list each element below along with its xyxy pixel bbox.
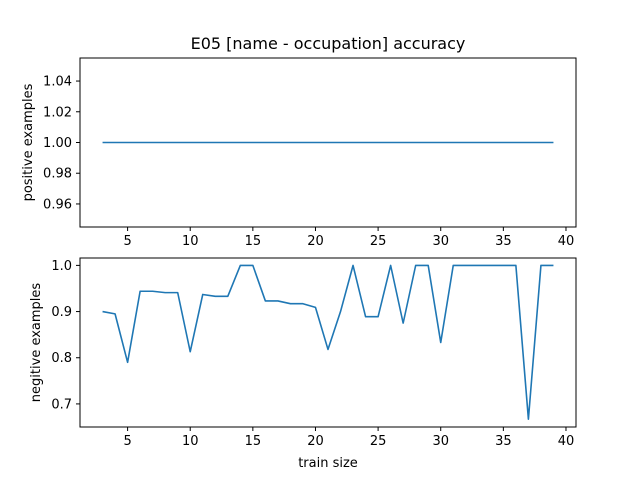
bottom-y-tick-label: 1.0 bbox=[51, 259, 72, 274]
top-y-ticks: 0.96 0.98 1.00 1.02 1.04 bbox=[43, 75, 80, 212]
bottom-x-tick-label: 15 bbox=[245, 434, 262, 449]
bottom-y-axis-label: negitive examples bbox=[29, 283, 44, 403]
top-y-tick-label: 1.00 bbox=[43, 136, 72, 151]
bottom-x-tick-label: 35 bbox=[495, 434, 512, 449]
top-x-tick-label: 35 bbox=[495, 234, 512, 249]
top-x-ticks: 5 10 15 20 25 30 35 40 bbox=[123, 227, 574, 249]
top-x-tick-label: 15 bbox=[245, 234, 262, 249]
bottom-y-tick-label: 0.9 bbox=[51, 305, 72, 320]
top-x-tick-label: 25 bbox=[370, 234, 387, 249]
bottom-x-tick-label: 30 bbox=[432, 434, 449, 449]
top-y-axis-label: positive examples bbox=[21, 83, 36, 201]
top-x-tick-label: 20 bbox=[307, 234, 324, 249]
bottom-x-tick-label: 25 bbox=[370, 434, 387, 449]
top-y-tick-label: 1.02 bbox=[43, 105, 72, 120]
top-x-tick-label: 10 bbox=[182, 234, 199, 249]
bottom-x-tick-label: 10 bbox=[182, 434, 199, 449]
bottom-line-layer bbox=[102, 264, 554, 420]
bottom-axes-frame bbox=[79, 257, 577, 428]
top-y-tick-label: 0.96 bbox=[43, 197, 72, 212]
bottom-series-line-0 bbox=[102, 264, 554, 420]
bottom-x-axis-label: train size bbox=[298, 456, 358, 471]
top-x-tick-label: 40 bbox=[558, 234, 575, 249]
bottom-x-ticks: 5 10 15 20 25 30 35 40 bbox=[123, 427, 574, 449]
top-subplot: 5 10 15 20 25 30 35 40 0.96 0.98 1.00 1.02 1.04 pos… bbox=[21, 57, 577, 249]
top-y-tick-label: 1.04 bbox=[43, 75, 72, 90]
top-y-tick-label: 0.98 bbox=[43, 167, 72, 182]
bottom-x-tick-label: 40 bbox=[558, 434, 575, 449]
bottom-x-tick-label: 5 bbox=[123, 434, 131, 449]
chart-title: E05 [name - occupation] accuracy bbox=[191, 34, 466, 53]
top-x-tick-label: 5 bbox=[123, 234, 131, 249]
bottom-y-tick-label: 0.7 bbox=[51, 397, 72, 412]
top-x-tick-label: 30 bbox=[432, 234, 449, 249]
bottom-y-ticks: 0.7 0.8 0.9 1.0 bbox=[51, 259, 80, 412]
bottom-y-tick-label: 0.8 bbox=[51, 351, 72, 366]
bottom-x-tick-label: 20 bbox=[307, 434, 324, 449]
bottom-subplot: 5 10 15 20 25 30 35 40 0.7 0.8 0.9 1.0 negitive ex… bbox=[29, 257, 577, 471]
